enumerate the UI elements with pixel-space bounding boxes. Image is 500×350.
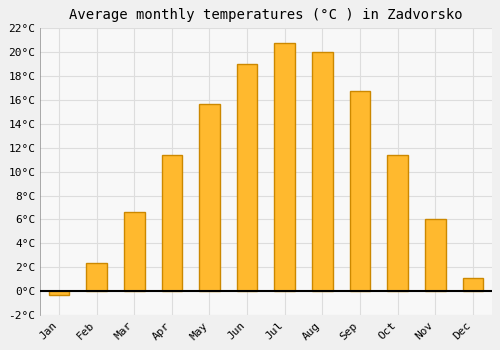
Bar <box>86 262 107 292</box>
Bar <box>274 43 295 292</box>
Bar <box>237 64 258 292</box>
Bar <box>425 219 446 292</box>
Title: Average monthly temperatures (°C ) in Zadvorsko: Average monthly temperatures (°C ) in Za… <box>69 8 462 22</box>
Bar <box>162 155 182 292</box>
Bar <box>48 292 70 295</box>
Bar <box>312 52 332 292</box>
Bar <box>124 212 144 292</box>
Bar <box>350 91 370 292</box>
Bar <box>199 104 220 292</box>
Bar <box>462 278 483 292</box>
Bar <box>388 155 408 292</box>
